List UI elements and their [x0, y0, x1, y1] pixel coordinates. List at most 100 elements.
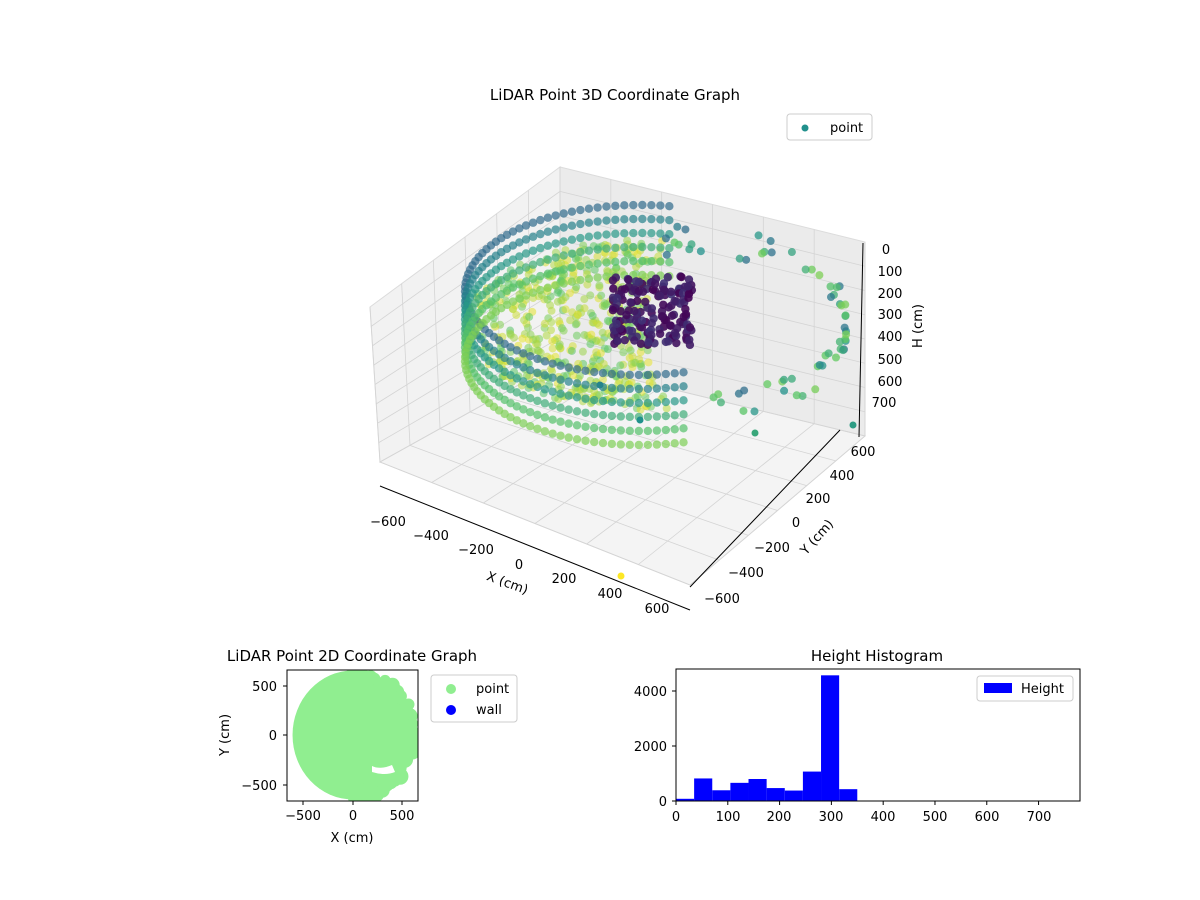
point-marker	[584, 246, 594, 255]
point-marker	[576, 233, 585, 243]
point-marker	[652, 412, 662, 421]
point-marker	[528, 218, 538, 227]
point-marker	[528, 232, 538, 241]
point-marker	[512, 388, 522, 397]
point-marker	[634, 384, 644, 394]
y-tick-label: 400	[830, 469, 855, 484]
point-marker	[815, 271, 824, 280]
point-marker	[581, 436, 590, 445]
point-marker	[566, 316, 575, 325]
point-marker	[616, 370, 625, 379]
point-marker	[750, 407, 759, 416]
point-marker	[608, 306, 618, 315]
legend-3d: point	[786, 113, 873, 141]
point-marker	[643, 384, 653, 394]
point-marker	[363, 670, 378, 684]
y-tick-label: −200	[754, 541, 790, 556]
point-marker	[567, 346, 576, 355]
point-marker	[593, 273, 602, 282]
point-marker	[824, 349, 833, 358]
point-marker	[670, 439, 679, 448]
z-tick-label: 400	[878, 330, 903, 345]
point-marker	[559, 251, 568, 260]
point-marker	[526, 352, 535, 361]
legend-marker-point	[801, 124, 809, 132]
point-marker	[576, 261, 585, 271]
point-marker	[515, 266, 524, 275]
point-marker	[564, 433, 573, 442]
x-tick-label: 0	[349, 809, 357, 824]
point-marker	[556, 389, 565, 398]
point-marker	[548, 359, 557, 368]
histogram-bar	[802, 771, 822, 801]
point-marker	[572, 421, 582, 430]
point-marker	[662, 250, 671, 259]
histogram-bar	[821, 675, 840, 801]
point-marker	[567, 249, 577, 258]
point-marker	[629, 256, 638, 266]
point-marker	[540, 371, 550, 380]
point-marker	[602, 244, 611, 253]
point-marker	[567, 277, 577, 286]
point-marker	[551, 281, 560, 290]
point-marker	[629, 200, 638, 210]
point-marker	[607, 383, 617, 393]
point-marker	[636, 339, 646, 348]
point-marker	[661, 369, 671, 379]
point-marker	[587, 330, 596, 339]
point-marker	[835, 337, 844, 346]
z-tick-label: 300	[878, 308, 903, 323]
legend-swatch-height	[984, 683, 1012, 693]
point-marker	[807, 265, 816, 274]
point-marker	[526, 422, 535, 431]
point-marker	[659, 285, 669, 295]
point-marker	[630, 336, 639, 345]
legend-marker-wall	[446, 705, 456, 715]
point-marker	[598, 368, 608, 378]
point-marker	[742, 255, 751, 264]
gap	[372, 765, 395, 774]
point-marker	[567, 235, 577, 244]
point-marker	[620, 285, 630, 294]
x-tick-label: 500	[923, 810, 948, 825]
point-marker	[521, 249, 531, 258]
point-marker	[581, 380, 590, 389]
point-marker	[679, 438, 688, 447]
point-marker	[564, 363, 573, 372]
point-marker	[590, 367, 599, 377]
point-marker	[661, 411, 671, 421]
point-marker	[548, 373, 557, 382]
point-marker	[815, 361, 824, 370]
point-marker	[633, 296, 642, 306]
point-marker	[536, 243, 545, 253]
point-marker	[518, 334, 527, 343]
point-marker	[508, 227, 518, 236]
point-marker	[611, 243, 620, 253]
point-marker	[543, 227, 553, 236]
histogram-bar	[712, 790, 731, 801]
point-marker	[551, 253, 560, 262]
point-marker	[661, 425, 671, 435]
point-marker	[515, 280, 524, 289]
point-marker	[767, 248, 776, 257]
point-marker	[547, 326, 556, 335]
point-marker	[515, 224, 524, 233]
point-marker	[652, 440, 662, 449]
x-tick-label: 300	[819, 810, 844, 825]
point-marker	[656, 243, 665, 252]
z-tick-label: 500	[878, 353, 903, 368]
y-axis-label: Y (cm)	[218, 714, 233, 757]
point-marker	[607, 439, 617, 449]
histogram-bar	[766, 788, 785, 801]
point-marker	[677, 272, 686, 282]
point-marker	[657, 312, 667, 321]
point-marker	[556, 431, 565, 440]
point-marker	[383, 770, 401, 788]
point-marker	[684, 275, 694, 284]
grid-line	[559, 190, 866, 267]
point-marker	[531, 335, 540, 344]
point-marker	[561, 293, 570, 302]
point-marker	[664, 337, 673, 346]
point-marker	[735, 254, 744, 263]
point-marker	[580, 304, 589, 313]
